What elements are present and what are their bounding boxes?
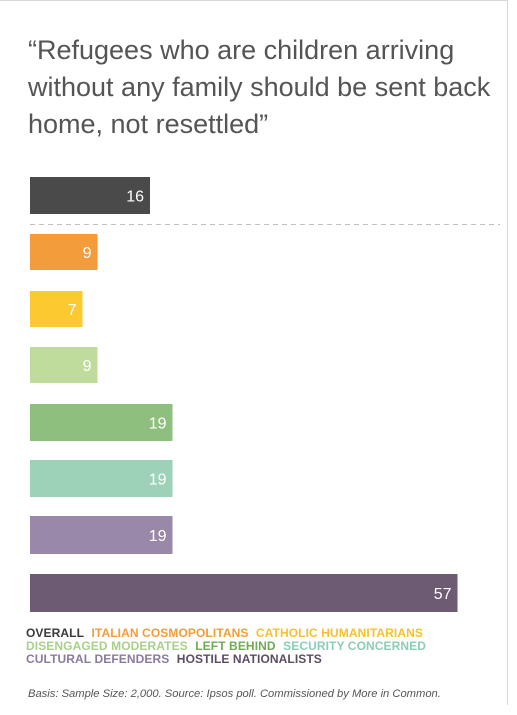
data-label-cultural-defenders: 19 [149, 528, 167, 545]
bar-overall [30, 177, 150, 214]
data-label-left-behind: 19 [149, 416, 167, 433]
bar-italian-cosmopolitans [30, 234, 98, 270]
bar-catholic-humanitarians [30, 291, 83, 327]
bar-chart: 16 9 7 9 19 19 19 57 [30, 177, 500, 612]
legend-item-hostile-nationalists: HOSTILE NATIONALISTS [176, 652, 322, 666]
chart-title: “Refugees who are children arriving with… [28, 35, 491, 139]
legend-item-italian-cosmopolitans: ITALIAN COSMOPOLITANS [91, 626, 249, 640]
data-label-hostile-nationalists: 57 [434, 586, 452, 603]
legend-item-cultural-defenders: CULTURAL DEFENDERS [26, 652, 170, 666]
data-label-disengaged-moderates: 9 [83, 358, 92, 375]
legend-item-left-behind: LEFT BEHIND [195, 639, 276, 653]
bar-cultural-defenders [30, 516, 173, 554]
bar-security-concerned [30, 460, 173, 497]
data-label-italian-cosmopolitans: 9 [83, 245, 92, 262]
legend-item-overall: OVERALL [26, 626, 85, 640]
bar-left-behind [30, 404, 173, 441]
legend-item-catholic-humanitarians: CATHOLIC HUMANITARIANS [255, 626, 423, 640]
chart-frame [0, 0, 508, 705]
bar-hostile-nationalists [30, 574, 458, 612]
data-label-catholic-humanitarians: 7 [68, 302, 77, 319]
data-label-security-concerned: 19 [149, 472, 167, 489]
bar-disengaged-moderates [30, 347, 98, 383]
legend-item-disengaged-moderates: DISENGAGED MODERATES [26, 639, 188, 653]
legend-item-security-concerned: SECURITY CONCERNED [283, 639, 427, 653]
legend: OVERALL ITALIAN COSMOPOLITANS CATHOLIC H… [26, 627, 496, 666]
source-note: Basis: Sample Size: 2,000. Source: Ipsos… [28, 688, 441, 700]
data-label-overall: 16 [126, 189, 144, 206]
